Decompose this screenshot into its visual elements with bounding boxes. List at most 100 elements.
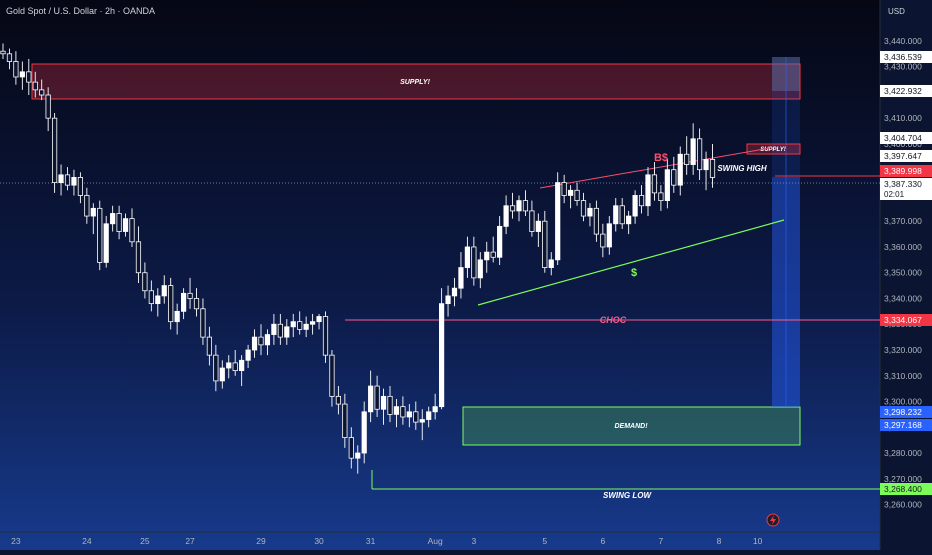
candle (90, 203, 96, 235)
candle (110, 205, 116, 232)
candle-body (148, 290, 154, 305)
candle-body (348, 437, 354, 459)
candle (290, 313, 296, 338)
symbol-title: Gold Spot / U.S. Dollar · 2h · OANDA (6, 6, 155, 16)
y-tick-label: 3,360.000 (884, 242, 922, 252)
candle (32, 71, 38, 98)
swing-high-label: SWING HIGH (717, 164, 767, 173)
demand-zone-label: DEMAND! (614, 423, 648, 430)
candle-body (174, 310, 180, 323)
x-tick-label: 6 (600, 536, 605, 546)
x-tick-label: 23 (11, 536, 21, 546)
candle (600, 223, 606, 258)
candle-body (77, 177, 83, 196)
candle-body (561, 182, 567, 196)
candle (187, 277, 193, 309)
x-tick-label: 24 (82, 536, 92, 546)
lower-trendline[interactable] (477, 219, 785, 306)
candle-body (555, 182, 561, 261)
candle (355, 445, 361, 474)
candle (277, 313, 283, 345)
svg-text:3,404.704: 3,404.704 (884, 133, 922, 143)
candle-body (168, 285, 174, 323)
candle-body (264, 334, 271, 346)
candle-body (619, 205, 625, 225)
candle (387, 386, 393, 423)
upper-trendline[interactable] (539, 147, 771, 189)
choc-label: CHOC (600, 315, 627, 325)
candle-body (393, 406, 400, 415)
svg-text:3,422.932: 3,422.932 (884, 86, 922, 96)
candle (542, 210, 548, 273)
candle-body (219, 367, 225, 382)
candle (580, 192, 587, 222)
candle (316, 313, 322, 330)
candle (658, 185, 664, 211)
candle-body (245, 349, 251, 361)
candle (651, 161, 658, 201)
candle-body (277, 323, 283, 338)
candle-body (64, 174, 71, 186)
candle-body (26, 71, 32, 83)
candle-body (90, 207, 96, 217)
price-label-3334: 3,334.067 (880, 314, 932, 326)
demand-zone[interactable] (462, 406, 801, 446)
supply-zone-main[interactable] (31, 63, 801, 100)
candle (348, 427, 354, 469)
candle (116, 205, 122, 240)
candle-body (380, 395, 387, 410)
candle (451, 277, 458, 307)
candle (45, 87, 51, 132)
candle (509, 192, 516, 219)
candle (471, 236, 477, 286)
candle (251, 329, 258, 358)
candle-body (632, 195, 638, 217)
candle (406, 404, 412, 428)
candle-body (206, 336, 212, 356)
candle-body (110, 213, 116, 225)
candle (464, 236, 471, 278)
candle (71, 169, 77, 196)
candle (529, 200, 535, 237)
candle-body (658, 192, 664, 202)
bsl-label: B$ (654, 152, 668, 164)
candle (497, 216, 503, 265)
candle-body (580, 200, 587, 217)
candle (39, 79, 45, 101)
candle-body (155, 295, 161, 305)
candle (709, 143, 716, 188)
price-label-current: 3,387.330 02:01 (880, 178, 932, 200)
svg-text:3,397.647: 3,397.647 (884, 151, 922, 161)
candle-body (161, 285, 167, 297)
candle-body (135, 241, 142, 274)
candle-body (97, 207, 103, 263)
candle-body (180, 292, 187, 312)
candle-body (638, 195, 645, 207)
candle (122, 213, 129, 237)
candle-body (477, 259, 483, 279)
candle-body (445, 295, 451, 305)
candle (180, 288, 187, 320)
candle-body (342, 403, 348, 438)
candle-body (387, 395, 393, 415)
candle-body (690, 138, 696, 165)
x-tick-label: 3 (471, 536, 476, 546)
y-tick-label: 3,350.000 (884, 268, 922, 278)
candle-body (464, 246, 471, 268)
svg-text:3,268.400: 3,268.400 (884, 484, 922, 494)
candle (490, 236, 496, 263)
candle-body (426, 411, 432, 420)
candle (574, 182, 580, 206)
candle-body (613, 205, 619, 225)
candle (297, 311, 303, 335)
candle-body (542, 220, 548, 268)
currency-label: USD (888, 7, 905, 16)
candle (393, 398, 400, 428)
candle-body (355, 452, 361, 459)
candle (677, 146, 683, 196)
candle (97, 200, 103, 271)
candle (690, 123, 696, 175)
supply-zone-small[interactable] (746, 143, 801, 155)
